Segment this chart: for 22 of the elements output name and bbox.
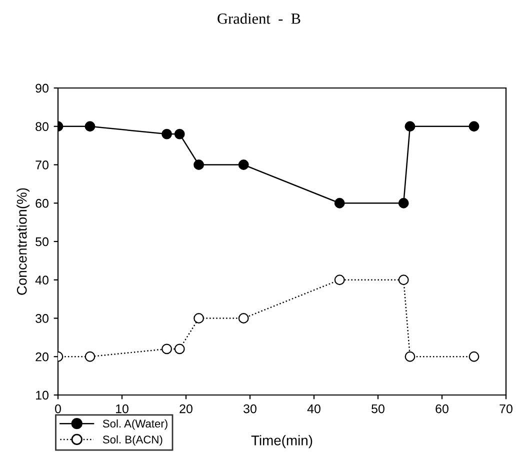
y-axis-title: Concentration(%) — [16, 188, 30, 295]
y-tick-label: 30 — [36, 314, 48, 323]
legend-label: Sol. B(ACN) — [102, 435, 162, 446]
y-tick-label: 70 — [36, 160, 48, 170]
y-tick-label: 40 — [35, 276, 48, 285]
x-tick-label: 70 — [500, 404, 512, 414]
x-tick-label: 10 — [116, 404, 128, 414]
x-tick-label: 40 — [307, 404, 320, 414]
y-tick-label: 20 — [36, 352, 48, 362]
x-axis-title: Time(min) — [251, 435, 312, 448]
y-tick-label: 60 — [36, 198, 48, 208]
y-tick-label: 10 — [36, 390, 48, 400]
y-tick-label: 50 — [36, 237, 48, 246]
x-tick-label: 30 — [244, 404, 256, 414]
x-tick-label: 20 — [180, 404, 192, 414]
chart-title: Gradient - B — [218, 13, 300, 24]
x-tick-label: 50 — [372, 404, 384, 414]
legend-label: Sol. A(Water) — [102, 419, 168, 430]
x-tick-label: 0 — [55, 404, 61, 414]
y-tick-label: 90 — [36, 84, 48, 93]
y-tick-label: 80 — [36, 122, 48, 132]
x-tick-label: 60 — [436, 404, 448, 414]
